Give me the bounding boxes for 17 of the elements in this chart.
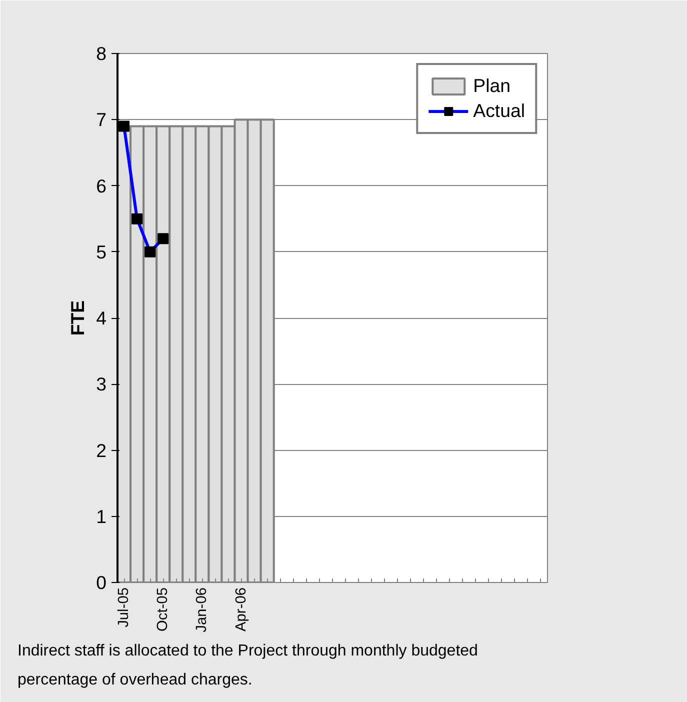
x-tick-label: Jul-05 (116, 587, 132, 628)
y-tick-label: 7 (96, 109, 107, 130)
y-tick-label: 5 (96, 241, 107, 262)
y-tick-label: 6 (96, 175, 107, 196)
y-tick-label: 1 (96, 506, 107, 527)
y-tick-label: 2 (96, 440, 107, 461)
y-tick-label: 3 (96, 374, 107, 395)
legend-label: Actual (473, 100, 525, 122)
x-tick-label: Jan-06 (194, 587, 210, 632)
y-tick-label: 0 (96, 572, 107, 593)
y-tick-label: 4 (96, 308, 107, 328)
text: Indirect staff is allocated to the Project through monthly budgeted percentage of overhead charges. (18, 642, 478, 688)
x-tick-label: Apr-06 (233, 587, 250, 632)
legend-label: Plan (473, 75, 510, 97)
x-tick-label: Oct-05 (155, 588, 172, 632)
y-axis-title: FTE (67, 300, 88, 336)
y-tick-label: 8 (96, 43, 107, 64)
